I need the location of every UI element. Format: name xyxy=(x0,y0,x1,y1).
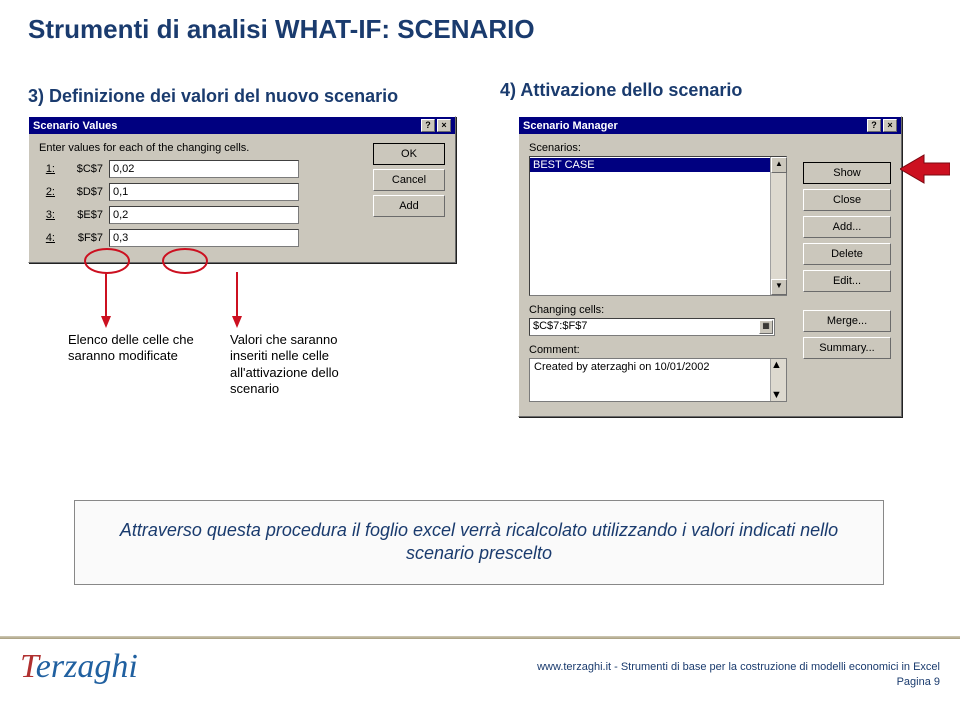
cell-ref: $D$7 xyxy=(59,186,109,198)
changing-cells-field[interactable]: $C$7:$F$7 ▦ xyxy=(529,318,775,336)
logo: Terzaghi xyxy=(20,648,138,686)
dialog-titlebar: Scenario Values ? × xyxy=(29,117,455,134)
add-button[interactable]: Add xyxy=(373,195,445,217)
ellipse-value xyxy=(160,246,210,276)
comment-scrollbar[interactable]: ▲ ▼ xyxy=(770,359,786,401)
footer-divider xyxy=(0,636,960,639)
scenario-item-selected[interactable]: BEST CASE xyxy=(530,158,770,172)
annotation-cells-list: Elenco delle celle chesaranno modificate xyxy=(68,332,238,365)
conclusion-box: Attraverso questa procedura il foglio ex… xyxy=(74,500,884,585)
row-index: 1: xyxy=(39,163,55,175)
cancel-button[interactable]: Cancel xyxy=(373,169,445,191)
subtitle-step4: 4) Attivazione dello scenario xyxy=(500,80,742,101)
scenario-values-dialog: Scenario Values ? × Enter values for eac… xyxy=(28,116,456,263)
changing-cells-value: $C$7:$F$7 xyxy=(533,320,587,332)
scroll-down-icon[interactable]: ▼ xyxy=(771,279,787,295)
arrow-to-annotation-left xyxy=(99,272,113,328)
range-selector-icon[interactable]: ▦ xyxy=(759,320,773,334)
listbox-scrollbar[interactable]: ▲ ▼ xyxy=(770,157,786,295)
edit-button[interactable]: Edit... xyxy=(803,270,891,292)
close-icon[interactable]: × xyxy=(883,119,897,132)
cell-ref: $C$7 xyxy=(59,163,109,175)
dialog-titlebar: Scenario Manager ? × xyxy=(519,117,901,134)
row-index: 4: xyxy=(39,232,55,244)
delete-button[interactable]: Delete xyxy=(803,243,891,265)
comment-box: Created by aterzaghi on 10/01/2002 ▲ ▼ xyxy=(529,358,787,402)
footer-text: www.terzaghi.it - Strumenti di base per … xyxy=(537,660,940,691)
footer-line2: Pagina 9 xyxy=(897,676,940,688)
ok-button[interactable]: OK xyxy=(373,143,445,165)
merge-button[interactable]: Merge... xyxy=(803,310,891,332)
annotation-values: Valori che sarannoinseriti nelle celleal… xyxy=(230,332,410,397)
cell-ref: $E$7 xyxy=(59,209,109,221)
comment-text: Created by aterzaghi on 10/01/2002 xyxy=(534,361,710,373)
value-input[interactable] xyxy=(109,160,299,178)
show-pointer-arrow xyxy=(900,149,950,189)
value-row: 4: $F$7 xyxy=(39,229,445,247)
footer-line1: www.terzaghi.it - Strumenti di base per … xyxy=(537,661,940,673)
dialog-title: Scenario Manager xyxy=(523,120,618,132)
scenarios-label: Scenarios: xyxy=(529,142,891,154)
scroll-up-icon[interactable]: ▲ xyxy=(771,157,787,173)
row-index: 3: xyxy=(39,209,55,221)
arrow-to-annotation-right xyxy=(230,272,244,328)
close-icon[interactable]: × xyxy=(437,119,451,132)
page-title: Strumenti di analisi WHAT-IF: SCENARIO xyxy=(28,14,535,45)
add-scenario-button[interactable]: Add... xyxy=(803,216,891,238)
dialog-title: Scenario Values xyxy=(33,120,117,132)
value-input[interactable] xyxy=(109,206,299,224)
show-button[interactable]: Show xyxy=(803,162,891,184)
scenario-manager-dialog: Scenario Manager ? × Scenarios: BEST CAS… xyxy=(518,116,902,417)
cell-ref: $F$7 xyxy=(59,232,109,244)
value-input[interactable] xyxy=(109,183,299,201)
row-index: 2: xyxy=(39,186,55,198)
close-button[interactable]: Close xyxy=(803,189,891,211)
value-input[interactable] xyxy=(109,229,299,247)
summary-button[interactable]: Summary... xyxy=(803,337,891,359)
help-button[interactable]: ? xyxy=(421,119,435,132)
scenarios-listbox[interactable]: BEST CASE ▲ ▼ xyxy=(529,156,787,296)
subtitle-step3: 3) Definizione dei valori del nuovo scen… xyxy=(28,86,398,107)
help-button[interactable]: ? xyxy=(867,119,881,132)
